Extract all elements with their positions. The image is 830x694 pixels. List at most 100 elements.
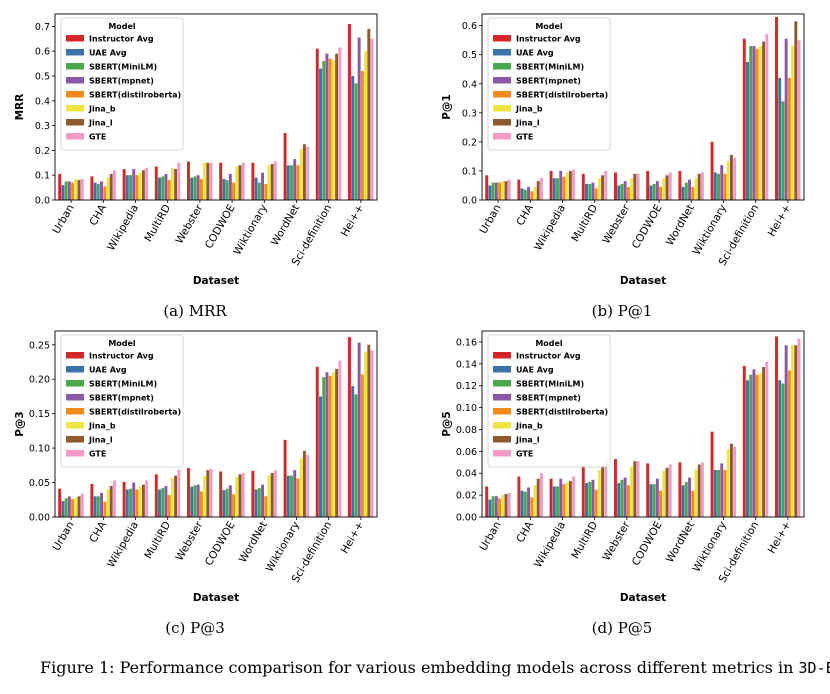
bar-p5-jina-b bbox=[758, 372, 762, 517]
bar-p5-jina-l bbox=[568, 480, 572, 517]
bar-mrr-uae-avg bbox=[158, 177, 161, 200]
bar-p5-uae-avg bbox=[552, 486, 556, 517]
legend-swatch bbox=[66, 49, 84, 56]
y-tick-label: 0.2 bbox=[35, 146, 50, 157]
bar-p3-instructor-avg bbox=[251, 470, 255, 517]
bar-p5-jina-b bbox=[597, 469, 601, 517]
bar-p3-sbert-minilm- bbox=[354, 394, 358, 517]
bar-mrr-instructor-avg bbox=[348, 23, 351, 201]
bar-p3-jina-b bbox=[235, 477, 239, 517]
bar-p3-sbert-distilroberta- bbox=[167, 494, 171, 517]
bar-mrr-instructor-avg bbox=[122, 169, 126, 200]
bar-mrr-jina-l bbox=[77, 180, 81, 200]
bar-p5-sbert-mpnet- bbox=[720, 463, 724, 517]
plot-frame bbox=[481, 330, 805, 518]
bar-mrr-uae-avg bbox=[93, 182, 97, 200]
plot-frame bbox=[54, 330, 378, 518]
x-tick-label: Webster bbox=[600, 202, 632, 246]
panel-mrr: 0.0 0.1 0.2 0.3 0.4 0.5 0.6 0.7 Urban CHA Wikipedi… bbox=[5, 8, 385, 298]
bar-p1-gte bbox=[765, 34, 769, 200]
bar-p1-jina-l bbox=[729, 154, 733, 200]
legend-label: GTE bbox=[516, 450, 533, 459]
bar-mrr-jina-l bbox=[206, 162, 210, 200]
bar-p3-uae-avg bbox=[222, 490, 226, 517]
bar-mrr-uae-avg bbox=[222, 178, 226, 200]
bar-p3-uae-avg bbox=[93, 496, 97, 517]
figure-caption-text: Figure 1: Performance comparison for var… bbox=[40, 658, 799, 677]
bar-mrr-sbert-mpnet- bbox=[67, 181, 71, 200]
legend-swatch bbox=[493, 91, 511, 98]
bar-mrr-sbert-distilroberta- bbox=[296, 165, 300, 200]
caption-mrr: (a) MRR bbox=[163, 302, 227, 320]
bar-p1-gte bbox=[604, 170, 608, 200]
y-axis-title: MRR bbox=[14, 94, 26, 121]
bar-p3-jina-b bbox=[106, 489, 110, 517]
legend-label: UAE Avg bbox=[516, 366, 554, 375]
bar-mrr-sbert-mpnet- bbox=[357, 37, 361, 200]
figure-caption-dataset: 3D-EX bbox=[798, 659, 830, 677]
bar-p5-instructor-avg bbox=[614, 459, 617, 517]
bar-p5-uae-avg bbox=[778, 380, 782, 517]
legend-label: Jina_b bbox=[88, 422, 116, 431]
y-tick-label: 0.4 bbox=[462, 79, 477, 90]
bar-mrr-uae-avg bbox=[351, 76, 355, 200]
bar-mrr-uae-avg bbox=[125, 175, 129, 200]
bar-p3-sbert-mpnet- bbox=[228, 485, 232, 517]
bar-p5-jina-b bbox=[662, 471, 666, 517]
legend-label: Instructor Avg bbox=[89, 35, 154, 44]
bar-mrr-sbert-minilm- bbox=[225, 180, 229, 200]
bar-p3-instructor-avg bbox=[58, 488, 62, 517]
x-tick-label: CHA bbox=[514, 519, 536, 545]
bar-p3-sbert-distilroberta- bbox=[199, 491, 203, 517]
bar-mrr-gte bbox=[209, 162, 213, 200]
bar-mrr-jina-b bbox=[106, 177, 110, 200]
bar-p1-sbert-mpnet- bbox=[720, 165, 724, 200]
legend-swatch bbox=[493, 366, 511, 373]
bar-p1-uae-avg bbox=[713, 172, 717, 200]
x-tick-label: CODWOE bbox=[203, 520, 238, 568]
bar-p1-jina-l bbox=[794, 21, 798, 200]
bar-mrr-sbert-mpnet- bbox=[196, 175, 200, 200]
bar-p3-uae-avg bbox=[190, 486, 194, 517]
bar-p1-uae-avg bbox=[520, 188, 524, 200]
bar-p1-jina-l bbox=[504, 181, 508, 200]
x-tick-label: Wiktionary bbox=[231, 203, 270, 258]
bar-p1-jina-b bbox=[758, 45, 762, 200]
bar-p1-sbert-mpnet- bbox=[752, 45, 756, 200]
y-tick-label: 0.02 bbox=[456, 491, 477, 502]
bar-mrr-uae-avg bbox=[286, 165, 290, 200]
bar-p5-uae-avg bbox=[746, 380, 749, 517]
bar-p1-sbert-distilroberta- bbox=[755, 48, 759, 200]
legend-swatch bbox=[493, 77, 511, 84]
bar-mrr-instructor-avg bbox=[187, 161, 190, 200]
bar-mrr-sbert-minilm- bbox=[290, 165, 293, 200]
legend-swatch bbox=[66, 133, 84, 140]
legend-swatch bbox=[66, 366, 84, 373]
bar-mrr-sbert-distilroberta- bbox=[360, 71, 364, 200]
bar-p5-gte bbox=[797, 338, 801, 517]
bar-p1-sbert-mpnet- bbox=[527, 186, 530, 200]
bar-p5-instructor-avg bbox=[775, 336, 778, 517]
chart-mrr: 0.0 0.1 0.2 0.3 0.4 0.5 0.6 0.7 Urban CHAWikipedi… bbox=[14, 13, 378, 287]
bar-mrr-sbert-mpnet- bbox=[261, 172, 264, 200]
bar-mrr-uae-avg bbox=[61, 185, 65, 200]
bar-p5-uae-avg bbox=[617, 483, 621, 517]
bar-p1-instructor-avg bbox=[678, 170, 682, 200]
legend-swatch bbox=[66, 436, 84, 443]
bar-p1-jina-b bbox=[630, 178, 634, 200]
plot-frame bbox=[54, 13, 378, 201]
bar-p5-uae-avg bbox=[585, 483, 588, 517]
bar-p1-sbert-mpnet- bbox=[559, 170, 563, 200]
bar-p5-sbert-distilroberta- bbox=[659, 490, 663, 517]
legend-swatch bbox=[66, 105, 84, 112]
legend-label: UAE Avg bbox=[89, 49, 127, 58]
y-tick-label: 0.1 bbox=[462, 166, 477, 177]
bar-mrr-uae-avg bbox=[190, 177, 194, 200]
bar-p1-sbert-distilroberta- bbox=[787, 77, 791, 200]
legend-label: SBERT(MiniLM) bbox=[516, 380, 584, 389]
legend-swatch bbox=[66, 380, 84, 387]
bar-p5-jina-l bbox=[601, 466, 605, 517]
legend-label: GTE bbox=[89, 133, 106, 142]
x-tick-label: Wikipedia bbox=[105, 520, 141, 570]
x-tick-label: Urban bbox=[50, 520, 76, 554]
